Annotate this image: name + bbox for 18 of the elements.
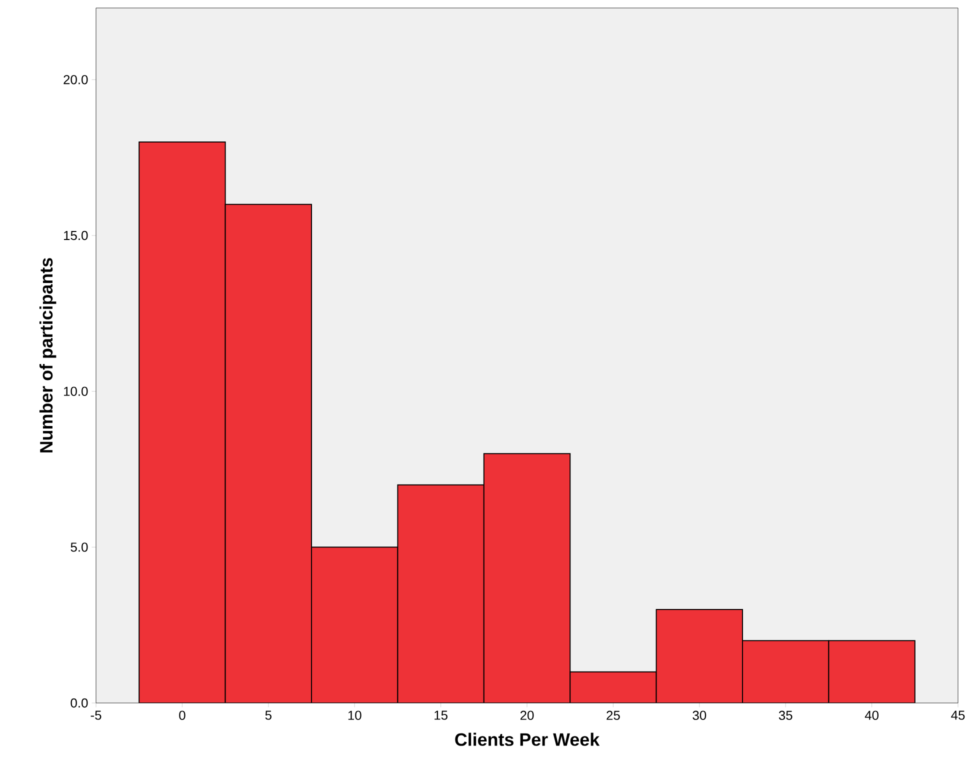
x-tick-label: 20 [520,710,534,720]
x-tick-label: 0 [179,710,186,720]
x-tick-label: 30 [692,710,706,720]
x-tick-label: 35 [778,710,792,720]
y-tick-label: 5.0 [70,542,88,552]
y-tick-label: 15.0 [64,230,88,240]
x-tick-label: 40 [864,710,879,720]
y-tick-label: 0.0 [70,698,88,708]
x-tick-label: -5 [90,710,102,720]
x-tick-label: 45 [951,710,965,720]
x-tick-label: 25 [606,710,620,720]
x-axis-title: Clients Per Week [455,732,600,746]
x-tick-label: 5 [265,710,272,720]
x-tick-label: 15 [434,710,448,720]
y-tick-label: 10.0 [64,386,88,396]
y-tick-label: 20.0 [64,75,88,84]
y-axis-title: Number of participants [39,258,56,452]
x-tick-label: 10 [348,710,362,720]
